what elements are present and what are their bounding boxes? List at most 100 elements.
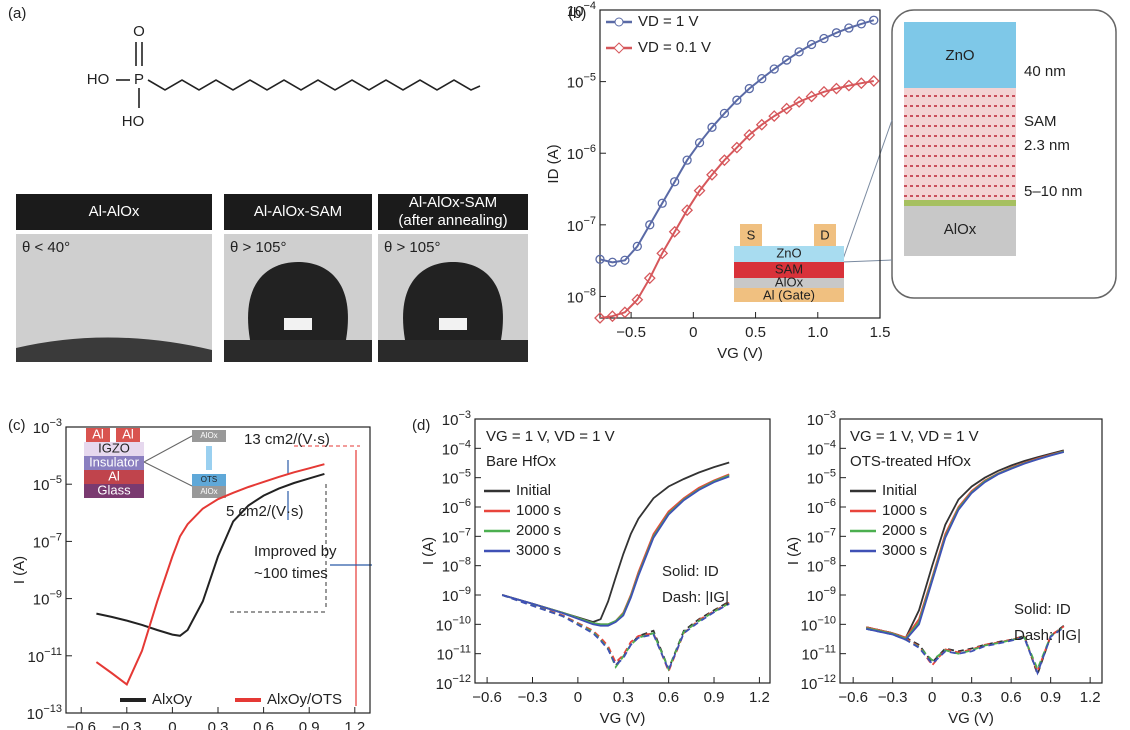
- legend-marker: [614, 17, 624, 27]
- series-line: [866, 451, 1065, 641]
- sample-header: (after annealing): [398, 212, 507, 229]
- marker: [657, 198, 667, 208]
- y-tick-label: 10−13: [27, 703, 62, 723]
- x-tick-label: 0.9: [299, 719, 320, 730]
- annotation: Improved by: [254, 543, 337, 560]
- stack-label: Glass: [97, 482, 131, 497]
- atom: P: [134, 71, 144, 88]
- gate-current-line: [501, 594, 730, 672]
- marker: [806, 39, 817, 50]
- legend-label: AlxOy: [152, 691, 193, 708]
- y-tick-label: 10−7: [567, 215, 596, 235]
- x-tick-label: 1.2: [344, 719, 365, 730]
- x-tick-label: 0.9: [1040, 689, 1061, 706]
- marker: [757, 73, 767, 84]
- x-tick-label: −0.3: [518, 689, 548, 706]
- stack-inset: [84, 428, 372, 714]
- y-tick-label: 10−5: [567, 72, 596, 92]
- marker: [670, 177, 680, 187]
- gate-current-line: [866, 626, 1065, 676]
- y-tick-label: 10−7: [33, 531, 62, 551]
- annotation: Bare HfOx: [486, 453, 557, 470]
- x-axis-label: VG (V): [948, 710, 994, 727]
- device-label: ZnO: [776, 245, 801, 260]
- x-tick-label: 1.0: [807, 324, 828, 341]
- stack-label: Al: [108, 468, 120, 483]
- layer-label: SAM: [1024, 113, 1057, 130]
- marker: [831, 28, 842, 38]
- x-tick-label: −0.5: [616, 324, 646, 341]
- x-tick-label: −0.6: [472, 689, 502, 706]
- annotation: 13 cm2/(V·s): [244, 431, 330, 448]
- x-tick-label: 0.3: [613, 689, 634, 706]
- y-axis-label: I (A): [11, 556, 28, 584]
- marker: [743, 129, 756, 141]
- x-tick-label: 0: [928, 689, 936, 706]
- stack-label: Al: [92, 426, 104, 441]
- layer-label: AlOx: [944, 221, 977, 238]
- legend-label: 2000 s: [882, 522, 927, 539]
- marker: [607, 257, 618, 267]
- annotation: 5 cm2/(V·s): [226, 503, 304, 520]
- y-tick-label: 10−5: [442, 468, 471, 488]
- marker: [782, 55, 792, 65]
- x-tick-label: 0: [574, 689, 582, 706]
- marker: [645, 220, 655, 230]
- stack-label: AlOx: [200, 487, 217, 496]
- legend-label: 1000 s: [516, 502, 561, 519]
- marker: [793, 96, 806, 108]
- marker: [830, 82, 843, 95]
- legend-label: Initial: [516, 482, 551, 499]
- plot-frame: [599, 9, 881, 319]
- marker: [656, 247, 669, 260]
- x-tick-label: 0.6: [1001, 689, 1022, 706]
- sample-header: Al-AlOx: [89, 203, 140, 220]
- annotation: Dash: |IG|: [1014, 627, 1081, 644]
- marker: [867, 75, 880, 87]
- layer-label: ZnO: [945, 47, 974, 64]
- y-tick-label: 10−11: [436, 644, 471, 664]
- marker: [805, 90, 818, 103]
- layer-thickness: 40 nm: [1024, 63, 1066, 80]
- marker: [682, 155, 692, 165]
- marker: [732, 95, 742, 105]
- annotation: ~100 times: [254, 565, 328, 582]
- annotation: Dash: |IG|: [662, 589, 729, 606]
- marker: [768, 110, 781, 123]
- sample-header: Al-AlOx-SAM: [254, 203, 342, 220]
- x-tick-label: 0.3: [961, 689, 982, 706]
- y-tick-label: 10−6: [442, 497, 471, 517]
- marker: [755, 118, 768, 131]
- legend-label: VD = 1 V: [638, 13, 698, 30]
- series-line: [866, 449, 1065, 639]
- annotation: Solid: ID: [1014, 601, 1071, 618]
- x-tick-label: 0.3: [208, 719, 229, 730]
- panel-label: (b): [568, 5, 586, 22]
- x-tick-label: −0.6: [838, 689, 868, 706]
- y-tick-label: 10−9: [33, 589, 62, 609]
- y-tick-label: 10−11: [801, 644, 836, 664]
- x-tick-label: 0.6: [658, 689, 679, 706]
- sample-images: [16, 194, 528, 362]
- marker: [668, 225, 681, 238]
- layer-inset: [841, 9, 1117, 299]
- y-tick-label: 10−3: [33, 417, 62, 437]
- x-tick-label: 0.6: [253, 719, 274, 730]
- marker: [869, 15, 879, 25]
- device-label: AlOx: [775, 274, 804, 289]
- annotation: Solid: ID: [662, 563, 719, 580]
- plot-frame: [839, 418, 1103, 684]
- device-label: SAM: [775, 261, 803, 276]
- contact-angle: θ > 105°: [384, 239, 440, 256]
- annotation: OTS-treated HfOx: [850, 453, 971, 470]
- x-tick-label: 0.5: [745, 324, 766, 341]
- gate-current-line: [866, 626, 1065, 672]
- device-label: S: [747, 227, 756, 242]
- legend-label: 2000 s: [516, 522, 561, 539]
- y-tick-label: 10−4: [567, 0, 596, 20]
- sample-header: Al-AlOx-SAM: [409, 194, 497, 211]
- plot-frame: [474, 418, 771, 684]
- x-tick-label: 0.9: [704, 689, 725, 706]
- marker: [694, 138, 705, 148]
- legend-label: AlxOy/OTS: [267, 691, 342, 708]
